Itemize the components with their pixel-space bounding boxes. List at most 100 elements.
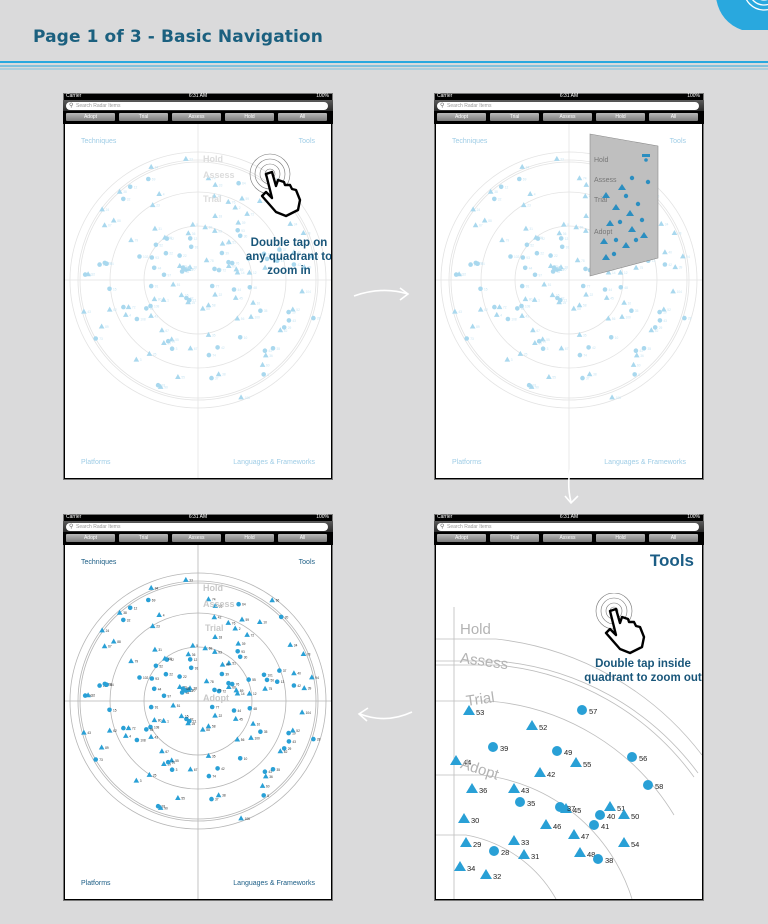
search-input[interactable]: ⚲ Search Radar Items <box>66 101 328 110</box>
radar-blip[interactable] <box>209 704 215 710</box>
radar-blip[interactable] <box>522 296 529 302</box>
radar-blip[interactable] <box>229 260 235 266</box>
radar-blip[interactable] <box>226 680 231 686</box>
radar-blip[interactable] <box>211 614 218 620</box>
radar-blip[interactable] <box>216 267 222 273</box>
radar-blip[interactable] <box>682 315 687 321</box>
blip-42[interactable]: 42 <box>534 767 555 779</box>
radar-blip[interactable] <box>549 292 556 298</box>
radar-blip[interactable] <box>244 631 250 637</box>
radar-blip[interactable] <box>170 281 176 287</box>
radar-blip[interactable] <box>652 325 658 330</box>
radar-blip[interactable] <box>178 292 185 298</box>
radar-blip[interactable] <box>530 327 536 333</box>
quadrant-label-languages[interactable]: Languages & Frameworks <box>604 459 686 466</box>
radar-blip[interactable] <box>548 253 553 258</box>
quadrant-label-tools[interactable]: Tools <box>298 559 315 566</box>
radar-blip[interactable] <box>153 663 159 669</box>
tab-adopt[interactable]: Adopt <box>66 534 115 542</box>
radar-blip[interactable] <box>157 383 164 389</box>
radar-blip[interactable] <box>524 242 530 248</box>
radar-blip[interactable] <box>261 793 266 798</box>
radar-blip[interactable] <box>121 304 126 310</box>
radar-blip[interactable] <box>291 262 297 267</box>
radar-blip[interactable] <box>247 706 253 711</box>
radar-blip[interactable] <box>670 288 676 294</box>
radar-blip[interactable] <box>212 291 218 297</box>
radar-blip[interactable] <box>539 336 546 342</box>
radar-blip[interactable] <box>127 605 133 611</box>
radar-blip[interactable] <box>219 661 226 667</box>
radar-blip[interactable] <box>212 687 217 693</box>
radar-blip[interactable] <box>496 304 503 310</box>
radar-blip[interactable] <box>517 176 522 182</box>
radar-blip[interactable] <box>262 769 268 774</box>
radar-blip[interactable] <box>531 296 538 302</box>
radar-blip[interactable] <box>155 382 161 388</box>
radar-blip[interactable] <box>519 283 525 289</box>
radar-blip[interactable] <box>281 746 287 751</box>
radar-blip[interactable] <box>180 686 186 691</box>
radar-blip[interactable] <box>168 336 175 342</box>
radar-blip[interactable] <box>504 356 511 362</box>
radar-blip[interactable] <box>237 335 243 340</box>
blip-41[interactable]: 41 <box>589 820 609 831</box>
radar-blip[interactable] <box>122 311 129 317</box>
radar-blips[interactable]: 1237935090357251042749031422049192357551… <box>81 576 321 821</box>
radar-blip[interactable] <box>209 283 215 289</box>
radar-blip[interactable] <box>570 305 577 311</box>
radar-canvas[interactable]: 1237935090357251042749031422049192357551… <box>65 124 331 478</box>
radar-blip[interactable] <box>175 374 181 380</box>
radar-blip[interactable] <box>586 345 591 350</box>
radar-blip[interactable] <box>231 287 237 292</box>
search-input[interactable]: ⚲ Search Radar Items <box>66 522 328 531</box>
tab-hold[interactable]: Hold <box>225 534 274 542</box>
radar-blip[interactable] <box>633 352 640 358</box>
radar-blip[interactable] <box>498 184 504 190</box>
radar-blip[interactable] <box>128 658 134 664</box>
radar-blip[interactable] <box>151 265 157 271</box>
tab-trial[interactable]: Trial <box>119 113 168 121</box>
blip-49[interactable]: 49 <box>552 746 572 757</box>
radar-blip[interactable] <box>146 176 151 182</box>
radar-blip[interactable] <box>156 611 162 617</box>
radar-blip[interactable] <box>250 299 256 305</box>
radar-blip[interactable] <box>520 255 526 260</box>
radar-blip[interactable] <box>259 361 266 367</box>
radar-blip[interactable] <box>231 708 237 713</box>
radar-blip[interactable] <box>291 683 297 688</box>
radar-blip[interactable] <box>226 660 232 666</box>
radar-blip[interactable] <box>178 713 185 719</box>
radar-blip[interactable] <box>281 325 287 330</box>
radar-blip[interactable] <box>148 312 154 318</box>
blip-46[interactable]: 46 <box>540 819 561 831</box>
radar-blip[interactable] <box>219 240 226 246</box>
radar-blip[interactable] <box>632 372 637 377</box>
radar-blip[interactable] <box>179 690 185 695</box>
radar-blip[interactable] <box>528 383 535 389</box>
radar-blip[interactable] <box>487 188 494 194</box>
radar-blip[interactable] <box>246 269 253 275</box>
radar-blip[interactable] <box>199 726 206 732</box>
radar-blip[interactable] <box>261 672 267 678</box>
radar-blip[interactable] <box>121 617 126 623</box>
radar-blip[interactable] <box>541 281 547 287</box>
radar-blip[interactable] <box>287 220 294 226</box>
radar-blip[interactable] <box>286 309 291 315</box>
radar-blip[interactable] <box>235 228 240 233</box>
blip-52[interactable]: 52 <box>526 720 547 732</box>
tab-adopt[interactable]: Adopt <box>66 113 115 121</box>
tab-hold[interactable]: Hold <box>225 113 274 121</box>
radar-blip[interactable] <box>235 649 240 654</box>
radar-blip[interactable] <box>536 338 542 344</box>
radar-blip[interactable] <box>175 795 181 801</box>
blip-56[interactable]: 56 <box>627 752 647 763</box>
radar-blip[interactable] <box>216 688 222 694</box>
radar-blip[interactable] <box>515 306 520 311</box>
radar-blip[interactable] <box>527 190 533 196</box>
radar-blip[interactable] <box>219 671 225 677</box>
radar-blip[interactable] <box>146 597 151 603</box>
radar-blip[interactable] <box>169 767 175 772</box>
radar-blip[interactable] <box>573 224 579 230</box>
radar-blip[interactable] <box>190 642 196 648</box>
